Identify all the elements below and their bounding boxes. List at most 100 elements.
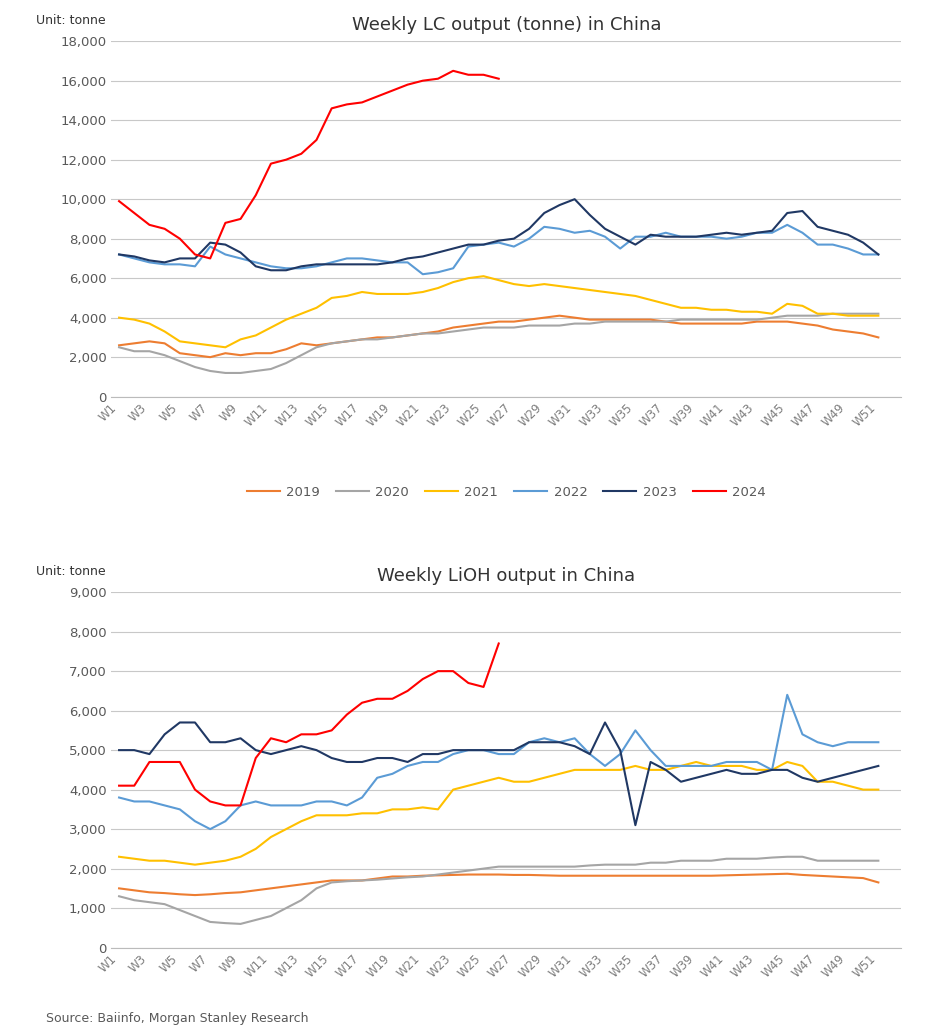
2019 xyxy=(295,879,306,891)
2022 xyxy=(204,823,215,835)
2024 xyxy=(311,728,322,741)
2020 xyxy=(356,874,367,887)
2019 xyxy=(780,867,792,880)
2020 xyxy=(371,333,382,345)
Text: Unit: tonne: Unit: tonne xyxy=(36,14,106,27)
2024 xyxy=(235,799,246,812)
2024 xyxy=(386,692,397,705)
2023 xyxy=(629,819,640,831)
2024 xyxy=(402,685,413,697)
2024 xyxy=(295,728,306,741)
2021 xyxy=(857,784,868,796)
2022 xyxy=(113,248,124,261)
2024 xyxy=(235,213,246,226)
2019 xyxy=(675,869,686,882)
2024 xyxy=(417,673,428,685)
2024 xyxy=(341,709,352,721)
2024 xyxy=(386,84,397,97)
2020 xyxy=(780,851,792,863)
2021 xyxy=(220,341,231,353)
Line: 2019: 2019 xyxy=(119,873,877,895)
2023 xyxy=(569,193,580,205)
Line: 2023: 2023 xyxy=(119,722,877,825)
2021 xyxy=(356,808,367,820)
2023 xyxy=(857,763,868,776)
2022 xyxy=(871,736,883,749)
2022 xyxy=(675,231,686,243)
2024 xyxy=(371,692,382,705)
2024 xyxy=(280,736,291,749)
2024 xyxy=(295,147,306,160)
2024 xyxy=(280,153,291,166)
2020 xyxy=(356,333,367,345)
2024 xyxy=(174,233,186,245)
Text: Unit: tonne: Unit: tonne xyxy=(36,564,106,578)
2023 xyxy=(174,716,186,728)
2020 xyxy=(871,308,883,320)
2024 xyxy=(493,638,504,650)
2024 xyxy=(326,724,337,736)
2024 xyxy=(189,248,200,261)
2024 xyxy=(447,665,458,678)
2023 xyxy=(690,231,701,243)
2022 xyxy=(629,724,640,736)
2021 xyxy=(295,815,306,827)
2021 xyxy=(690,302,701,314)
2019 xyxy=(690,317,701,330)
Text: Source: Baiinfo, Morgan Stanley Research: Source: Baiinfo, Morgan Stanley Research xyxy=(46,1011,309,1025)
Line: 2023: 2023 xyxy=(119,199,877,270)
2020 xyxy=(826,308,837,320)
Title: Weekly LC output (tonne) in China: Weekly LC output (tonne) in China xyxy=(351,16,661,34)
2023 xyxy=(871,760,883,772)
2020 xyxy=(295,349,306,362)
2024 xyxy=(371,91,382,103)
2024 xyxy=(159,222,170,235)
2023 xyxy=(356,756,367,768)
2020 xyxy=(871,855,883,867)
2022 xyxy=(371,771,382,784)
2019 xyxy=(629,869,640,882)
2024 xyxy=(159,756,170,768)
2022 xyxy=(857,248,868,261)
2024 xyxy=(144,218,155,231)
2023 xyxy=(295,740,306,752)
2020 xyxy=(295,894,306,906)
Line: 2020: 2020 xyxy=(119,314,877,373)
2023 xyxy=(295,261,306,273)
2023 xyxy=(356,259,367,271)
2022 xyxy=(295,799,306,812)
2022 xyxy=(780,689,792,701)
Line: 2022: 2022 xyxy=(119,225,877,274)
2023 xyxy=(371,752,382,764)
2019 xyxy=(204,351,215,364)
2019 xyxy=(371,332,382,344)
2021 xyxy=(371,287,382,300)
2021 xyxy=(295,308,306,320)
2024 xyxy=(265,732,277,745)
2022 xyxy=(280,262,291,274)
2022 xyxy=(780,218,792,231)
2024 xyxy=(462,69,473,81)
2023 xyxy=(371,259,382,271)
2019 xyxy=(189,889,200,901)
2021 xyxy=(189,858,200,870)
2023 xyxy=(644,756,655,768)
2021 xyxy=(113,311,124,323)
2021 xyxy=(871,309,883,321)
2024 xyxy=(113,195,124,207)
2024 xyxy=(220,799,231,812)
2020 xyxy=(235,918,246,930)
2023 xyxy=(871,248,883,261)
2023 xyxy=(113,248,124,261)
2019 xyxy=(644,313,655,325)
2022 xyxy=(341,252,352,265)
2022 xyxy=(113,791,124,803)
2024 xyxy=(432,72,443,84)
2022 xyxy=(629,231,640,243)
2024 xyxy=(220,216,231,229)
2024 xyxy=(493,72,504,84)
Line: 2022: 2022 xyxy=(119,695,877,829)
2024 xyxy=(417,74,428,87)
2021 xyxy=(371,808,382,820)
2021 xyxy=(356,285,367,298)
